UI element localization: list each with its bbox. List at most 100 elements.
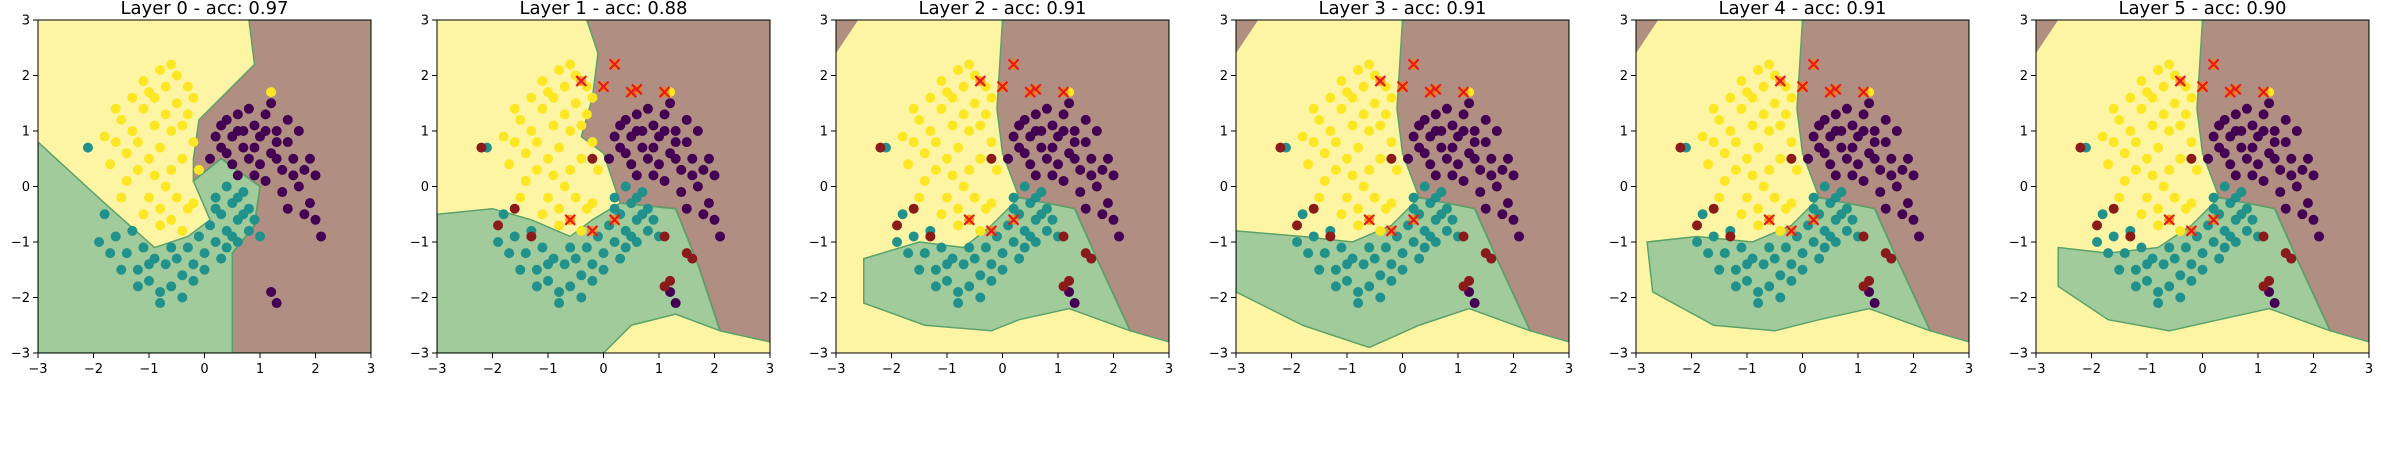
point-class2: [1358, 81, 1369, 92]
point-class0: [1108, 170, 1119, 181]
point-class1: [1441, 225, 1452, 236]
y-tick-label: 3: [820, 14, 828, 29]
y-tick-label: 1: [820, 125, 828, 140]
point-class1: [243, 225, 254, 236]
point-class0: [626, 159, 637, 170]
point-class2: [1708, 103, 1719, 114]
x-tick-label: 0: [200, 362, 208, 377]
x-tick-label: −1: [937, 362, 956, 377]
point-class0: [2275, 187, 2286, 198]
point-class0: [1097, 164, 1108, 175]
point-class0: [670, 137, 681, 148]
point-class2: [1769, 192, 1780, 203]
point-class2: [1747, 120, 1758, 131]
point-class2: [1369, 98, 1380, 109]
misclassified-marker: [1807, 58, 1820, 71]
point-class0: [316, 231, 327, 242]
misclassified-marker: [1407, 214, 1420, 226]
point-class2: [958, 81, 969, 92]
point-class2: [1742, 192, 1752, 203]
point-class0: [1491, 126, 1502, 136]
point-class2: [498, 131, 509, 142]
misclassified-marker: [2174, 75, 2187, 87]
point-class0: [1414, 120, 1425, 131]
x-tick-label: −1: [1337, 362, 1356, 377]
misclassified-marker: [1007, 214, 1020, 226]
point-class0: [293, 126, 304, 136]
point-class0: [232, 126, 243, 136]
region-background: [2036, 20, 2369, 353]
point-class0: [1080, 137, 1091, 148]
point-class0: [1914, 231, 1925, 242]
point-class0: [1441, 103, 1452, 114]
decision-regions: [1636, 20, 1969, 353]
point-class2: [925, 126, 936, 136]
x-tick-label: −3: [427, 362, 446, 377]
point-class0: [271, 298, 282, 309]
point-class2: [980, 109, 991, 120]
point-class2: [1753, 64, 1764, 75]
misclassified-marker: [1457, 86, 1470, 98]
point-class0: [670, 126, 681, 136]
point-class0: [1058, 175, 1069, 186]
point-class0: [210, 131, 221, 142]
point-class1: [1342, 275, 1352, 286]
point-class2: [144, 192, 154, 203]
point-class2: [537, 103, 548, 114]
point-class0: [2225, 159, 2236, 170]
point-class0: [1908, 214, 1919, 225]
point-class0: [1030, 109, 1041, 120]
point-class0: [1858, 126, 1869, 136]
point-class1: [914, 264, 925, 275]
point-class0: [1025, 159, 1036, 170]
point-class0: [2219, 148, 2230, 159]
point-class1: [1775, 292, 1786, 303]
point-class2: [1786, 198, 1797, 209]
point-class1: [138, 242, 149, 253]
point-class1: [1025, 231, 1036, 242]
point-class0: [654, 159, 664, 170]
point-class0: [1825, 159, 1836, 170]
point-class2: [543, 87, 553, 98]
point-class1: [942, 275, 952, 286]
point-class1: [1808, 203, 1819, 214]
point-class1: [221, 242, 232, 253]
misclassified-marker: [1396, 80, 1409, 93]
point-class1: [2219, 242, 2230, 253]
point-class2: [1753, 220, 1764, 231]
region-class0-corner: [836, 20, 859, 54]
point-class0: [1014, 120, 1025, 131]
point-class2: [1719, 148, 1730, 159]
point-class1: [1780, 242, 1791, 253]
point-class1: [520, 248, 531, 259]
subplot-layer-2: −3 −2 −1 0 1 2 3 3 2 1 0 −1 −2 −3 Layer 2 - acc: 0.91: [809, 0, 1173, 377]
point-class0: [642, 103, 653, 114]
point-class0: [1886, 170, 1897, 181]
point-class0: [665, 98, 676, 109]
data-points: [2075, 58, 2325, 309]
misclassified-point: [2264, 275, 2275, 286]
point-class2: [2147, 170, 2158, 181]
point-class0: [288, 153, 299, 164]
point-class1: [1758, 259, 1769, 270]
point-class0: [227, 159, 238, 170]
point-class2: [1358, 181, 1369, 192]
point-class2: [116, 192, 127, 203]
point-class0: [631, 109, 642, 120]
point-class2: [1714, 114, 1725, 125]
point-class1: [1008, 192, 1019, 203]
point-class1: [1419, 242, 1430, 253]
point-class2: [1297, 131, 1308, 142]
point-class1: [1019, 181, 1030, 192]
point-class0: [293, 181, 304, 192]
misclassified-marker: [1363, 214, 1375, 226]
point-class1: [2142, 275, 2152, 286]
subplot-title: Layer 2 - acc: 0.91: [919, 0, 1087, 19]
misclassified-marker: [2257, 86, 2270, 98]
misclassified-point: [1086, 253, 1097, 264]
point-class2: [1364, 164, 1375, 175]
point-class2: [127, 126, 138, 136]
point-class0: [1836, 142, 1847, 153]
point-class2: [166, 59, 177, 70]
point-class2: [2164, 126, 2175, 136]
